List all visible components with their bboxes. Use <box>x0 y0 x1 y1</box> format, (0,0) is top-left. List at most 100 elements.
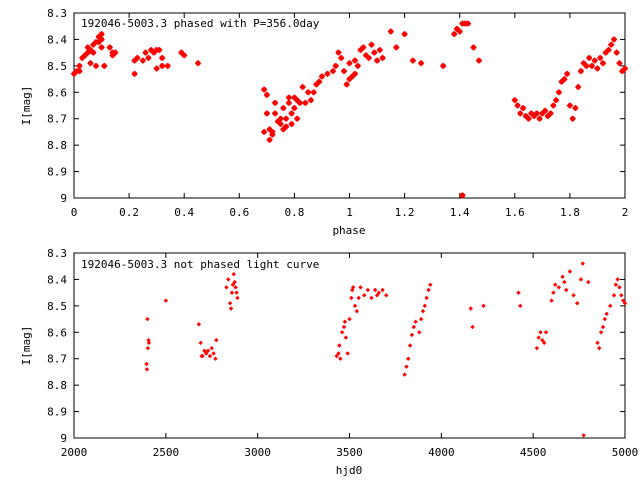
data-point <box>101 62 108 70</box>
data-point <box>517 110 524 117</box>
y-tick-label: 8.7 <box>47 353 67 366</box>
data-point <box>231 271 236 277</box>
data-point <box>361 293 367 298</box>
chart-title: 192046-5003.3 not phased light curve <box>81 258 319 271</box>
data-point <box>354 308 360 314</box>
data-point <box>299 83 306 91</box>
x-tick-label: 3500 <box>336 446 363 459</box>
data-point <box>610 36 618 43</box>
y-tick-label: 8.6 <box>47 86 67 99</box>
data-point <box>591 57 598 64</box>
data-point <box>145 54 152 62</box>
data-point <box>224 285 229 290</box>
data-point <box>572 104 579 112</box>
data-point <box>198 340 203 346</box>
x-tick-label: 1.8 <box>560 206 580 219</box>
data-point <box>288 110 295 117</box>
data-point <box>343 81 350 88</box>
x-tick-label: 0 <box>71 206 78 219</box>
data-point <box>553 282 558 287</box>
axis-ticks: 0 0.2 0.4 0.6 0.8 1 1.2 1.4 1.6 1.8 2 8.3 8.4 8.5 8.6 8… <box>47 7 628 219</box>
data-point <box>337 343 342 348</box>
data-point <box>561 75 568 83</box>
data-point <box>332 62 339 70</box>
data-point <box>92 62 100 70</box>
data-point <box>534 345 540 351</box>
data-point <box>131 70 138 77</box>
data-point <box>234 290 239 295</box>
data-point <box>407 343 413 348</box>
data-point <box>369 295 374 301</box>
data-point <box>98 36 105 43</box>
axis-ticks: 2000 2500 3000 3500 4000 4500 5000 8.3 8.4 8.5 8.6… <box>47 247 638 459</box>
data-point <box>146 338 151 343</box>
data-point <box>586 279 591 285</box>
data-point <box>541 107 549 114</box>
data-point <box>613 282 619 287</box>
data-point <box>547 110 554 117</box>
data-point <box>588 62 596 70</box>
y-tick-label: 8.5 <box>47 300 67 313</box>
data-point <box>598 330 604 335</box>
phased-light-curve-panel: 0 0.2 0.4 0.6 0.8 1 1.2 1.4 1.6 1.8 2 8.3 8.4 8.5 8.6 8… <box>20 7 628 237</box>
data-point <box>334 353 339 359</box>
data-point <box>336 351 341 356</box>
data-point <box>371 49 378 56</box>
data-point <box>417 60 425 67</box>
data-point <box>619 293 624 298</box>
data-point <box>551 290 556 295</box>
data-point <box>563 70 571 77</box>
y-tick-label: 8.8 <box>47 379 67 392</box>
data-point <box>459 192 466 199</box>
data-point <box>343 335 349 340</box>
data-point <box>360 44 367 51</box>
data-point <box>549 298 554 303</box>
data-point <box>556 285 562 290</box>
data-point <box>404 364 409 369</box>
data-point <box>146 340 152 346</box>
data-point <box>76 62 83 70</box>
data-point <box>233 285 238 290</box>
data-point <box>350 285 356 290</box>
data-point <box>235 295 240 301</box>
data-point <box>470 324 475 330</box>
data-point <box>456 28 463 35</box>
data-point <box>229 290 235 295</box>
data-point <box>409 332 415 338</box>
y-axis-label: I[mag] <box>20 326 33 366</box>
data-point <box>142 49 149 56</box>
data-point <box>205 348 211 353</box>
data-point <box>288 120 295 128</box>
data-point <box>269 128 276 136</box>
data-point <box>291 104 298 112</box>
data-point <box>207 353 213 359</box>
y-tick-label: 8.8 <box>47 139 67 152</box>
data-point <box>266 136 273 144</box>
y-tick-label: 8.4 <box>47 33 67 46</box>
data-point <box>260 86 268 93</box>
data-point <box>282 123 290 130</box>
y-tick-label: 9 <box>60 192 67 205</box>
data-point <box>346 60 353 67</box>
data-point <box>144 361 149 367</box>
data-point <box>324 70 331 77</box>
data-point <box>181 52 188 59</box>
data-point <box>376 290 382 295</box>
data-point <box>581 433 586 438</box>
data-point <box>144 367 150 372</box>
x-tick-label: 1 <box>346 206 353 219</box>
data-point <box>294 115 301 122</box>
data-point <box>470 44 477 51</box>
data-point <box>426 287 431 293</box>
y-tick-label: 8.9 <box>47 166 67 179</box>
data-point <box>597 345 602 351</box>
data-point <box>567 269 573 274</box>
data-point <box>98 30 105 38</box>
data-point <box>564 287 569 293</box>
plot-frame <box>73 252 626 439</box>
data-point <box>90 49 97 56</box>
data-point <box>622 301 628 306</box>
data-point <box>145 345 151 351</box>
y-tick-label: 8.4 <box>47 273 67 286</box>
chart-title: 192046-5003.3 phased with P=356.0day <box>81 17 320 30</box>
